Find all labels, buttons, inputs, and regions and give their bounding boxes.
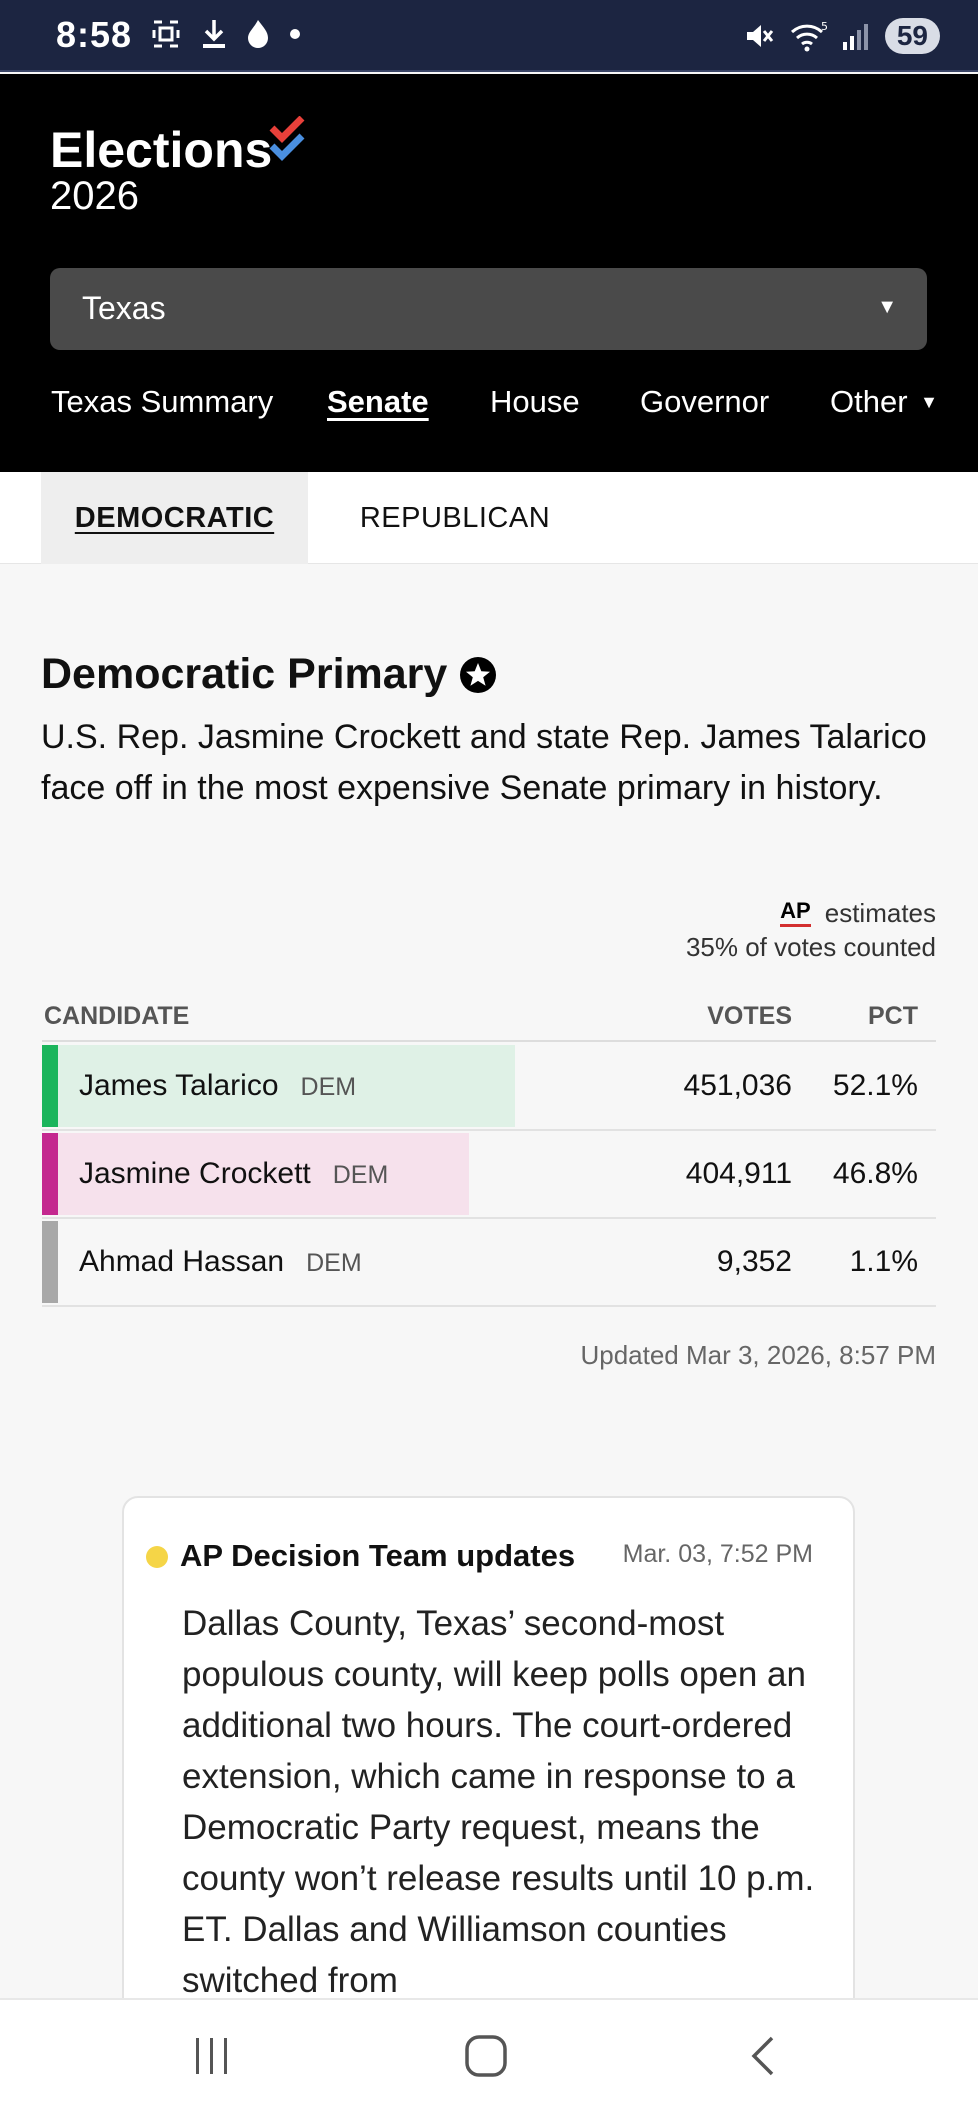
party-color-strip	[42, 1133, 58, 1215]
candidate-row[interactable]: Jasmine Crockett DEM 404,911 46.8%	[42, 1131, 936, 1219]
svg-text:5: 5	[821, 20, 827, 33]
col-votes: VOTES	[707, 1002, 792, 1030]
candidate-party: DEM	[300, 1073, 357, 1101]
col-pct: PCT	[868, 1002, 918, 1030]
tab-democratic[interactable]: DEMOCRATIC	[41, 472, 308, 564]
candidate-votes: 451,036	[683, 1069, 792, 1102]
nav-texas-summary[interactable]: Texas Summary	[51, 384, 274, 419]
live-dot-icon	[146, 1546, 168, 1568]
elections-logo[interactable]: Elections 2026	[50, 116, 305, 218]
battery-icon: 59	[884, 18, 940, 54]
vote-share-bar	[58, 1045, 515, 1127]
tab-republican[interactable]: REPUBLICAN	[359, 501, 551, 534]
candidate-name: James Talarico DEM	[79, 1069, 356, 1103]
ap-logo: AP	[780, 900, 811, 927]
candidate-name-text: Jasmine Crockett	[79, 1157, 311, 1190]
race-title-text: Democratic Primary	[41, 650, 448, 698]
elections-header: Elections 2026 Texas ▼ Texas Summary Sen…	[0, 74, 978, 472]
state-select[interactable]: Texas ▼	[50, 268, 927, 350]
vote-share-bar	[58, 1221, 68, 1303]
nav-governor[interactable]: Governor	[640, 384, 770, 419]
candidate-name: Ahmad Hassan DEM	[79, 1245, 362, 1279]
back-icon[interactable]	[742, 2034, 786, 2078]
ap-estimates: AP estimates	[780, 898, 936, 929]
votes-counted: 35% of votes counted	[685, 932, 936, 962]
candidate-row[interactable]: Ahmad Hassan DEM 9,352 1.1%	[42, 1219, 936, 1307]
status-time: 8:58	[56, 14, 133, 55]
recent-apps-icon[interactable]	[190, 2034, 234, 2078]
candidate-pct: 1.1%	[849, 1245, 918, 1278]
party-color-strip	[42, 1045, 58, 1127]
system-nav-bar	[0, 1998, 978, 2120]
results-table-header: CANDIDATE VOTES PCT	[42, 998, 936, 1042]
mute-icon	[746, 25, 774, 47]
status-left-icons	[150, 18, 302, 50]
status-bar: 8:58 5 59	[0, 0, 978, 72]
nav-senate[interactable]: Senate	[327, 384, 429, 419]
vote-share-bar	[58, 1133, 469, 1215]
checkmark-icon	[269, 116, 305, 161]
nav-other-label: Other	[830, 384, 908, 419]
state-select-value: Texas	[82, 290, 166, 326]
nav-house[interactable]: House	[490, 384, 580, 419]
race-nav: Texas Summary Senate House Governor Othe…	[0, 384, 978, 434]
star-icon[interactable]	[459, 656, 497, 694]
card-time: Mar. 03, 7:52 PM	[622, 1540, 813, 1568]
nav-other[interactable]: Other ▼	[830, 384, 938, 420]
updated-timestamp: Updated Mar 3, 2026, 8:57 PM	[580, 1340, 936, 1370]
ap-estimates-label: estimates	[824, 898, 936, 928]
screenshot-icon	[152, 20, 180, 48]
party-color-strip	[42, 1221, 58, 1303]
caret-down-icon: ▼	[920, 392, 938, 412]
race-title: Democratic Primary	[41, 650, 497, 699]
candidate-votes: 9,352	[716, 1245, 792, 1278]
download-icon	[203, 20, 225, 48]
candidate-row[interactable]: James Talarico DEM 451,036 52.1%	[42, 1043, 936, 1131]
card-title: AP Decision Team updates	[180, 1538, 576, 1573]
wifi-icon: 5	[790, 20, 827, 52]
race-description: U.S. Rep. Jasmine Crockett and state Rep…	[41, 718, 927, 807]
logo-title: Elections	[50, 122, 273, 178]
dot-icon	[290, 29, 300, 39]
caret-down-icon: ▼	[877, 296, 897, 318]
candidate-votes: 404,911	[685, 1157, 792, 1190]
status-right-icons: 5 59	[743, 18, 940, 54]
logo-year: 2026	[50, 174, 139, 218]
candidate-name-text: Ahmad Hassan	[79, 1245, 285, 1278]
party-tabs: DEMOCRATIC REPUBLICAN	[0, 472, 978, 564]
candidate-party: DEM	[332, 1161, 389, 1189]
candidate-name-text: James Talarico	[79, 1069, 279, 1102]
col-candidate: CANDIDATE	[44, 1002, 190, 1030]
home-icon[interactable]	[464, 2034, 508, 2078]
card-body: Dallas County, Texas’ second-most populo…	[182, 1604, 815, 2000]
candidate-pct: 46.8%	[832, 1157, 918, 1190]
signal-icon	[842, 24, 868, 50]
candidate-pct: 52.1%	[832, 1069, 918, 1102]
candidate-party: DEM	[306, 1249, 362, 1277]
flame-icon	[248, 20, 268, 48]
ap-decision-card[interactable]: AP Decision Team updates Mar. 03, 7:52 P…	[122, 1496, 855, 2036]
candidate-name: Jasmine Crockett DEM	[79, 1157, 388, 1191]
